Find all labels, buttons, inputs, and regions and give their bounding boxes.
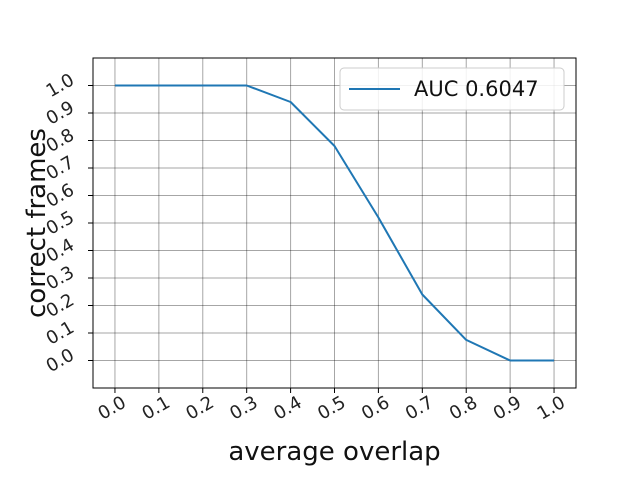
y-tick-label: 1.0 <box>43 69 78 102</box>
y-axis-title: correct frames <box>22 128 52 318</box>
x-tick-label: 0.9 <box>490 392 525 425</box>
legend-box <box>339 67 565 111</box>
x-tick-label: 0.8 <box>446 392 481 425</box>
series-line <box>115 84 554 362</box>
x-tick-label: 1.0 <box>534 392 569 425</box>
x-tick-label: 0.0 <box>95 392 130 425</box>
x-tick-label: 0.3 <box>226 392 261 425</box>
legend: AUC 0.6047 <box>339 67 565 111</box>
y-tick-label: 0.1 <box>43 317 78 350</box>
y-tick-label: 0.9 <box>43 97 78 130</box>
series-layer <box>115 84 554 362</box>
x-tick-label: 0.7 <box>402 392 437 425</box>
x-tick-label: 0.4 <box>270 392 305 425</box>
x-tick-label: 0.6 <box>358 392 393 425</box>
x-tick-label: 0.1 <box>138 392 173 425</box>
x-tick-label: 0.2 <box>182 392 217 425</box>
x-tick-labels: 0.0 0.1 0.2 0.3 0.4 0.5 0.6 0.7 0.8 0.9 1.0 <box>95 388 569 424</box>
legend-label: AUC 0.6047 <box>414 77 539 101</box>
x-axis-title: average overlap <box>228 437 440 467</box>
y-tick-label: 0.0 <box>43 344 78 377</box>
x-tick-label: 0.5 <box>314 392 349 425</box>
